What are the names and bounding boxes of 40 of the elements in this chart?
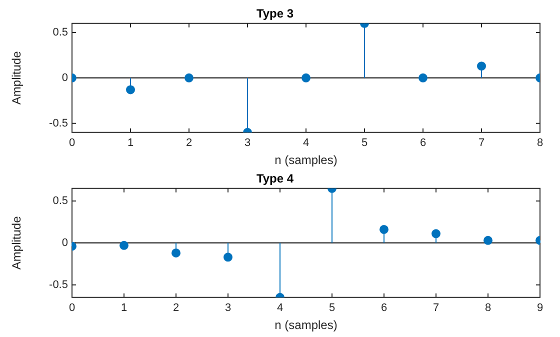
point xyxy=(120,240,128,250)
x-tick-label: 9 xyxy=(536,302,544,314)
point xyxy=(484,236,492,245)
point xyxy=(126,85,135,94)
x-tick-label: 5 xyxy=(361,137,368,150)
x-tick-label: 7 xyxy=(478,137,485,150)
x-tick-label: 3 xyxy=(224,302,232,314)
y-tick-label: -0.5 xyxy=(49,117,68,130)
x-tick-label: 8 xyxy=(484,302,492,314)
chart-title: Type 4 xyxy=(256,172,294,186)
x-axis-title: n (samples) xyxy=(274,318,338,332)
y-tick-label: -0.5 xyxy=(49,278,68,291)
point xyxy=(302,73,310,82)
x-tick-label: 4 xyxy=(302,137,310,150)
point xyxy=(172,248,180,258)
x-tick-label: 2 xyxy=(172,302,180,314)
point xyxy=(477,62,486,71)
point xyxy=(224,252,232,262)
y-axis-title: Amplitude xyxy=(10,50,24,105)
x-tick-label: 6 xyxy=(380,302,388,314)
y-axis-title: Amplitude xyxy=(10,216,24,270)
point xyxy=(380,224,388,234)
x-tick-label: 6 xyxy=(420,137,426,150)
x-tick-label: 1 xyxy=(120,302,128,314)
x-tick-label: 8 xyxy=(536,137,544,150)
y-tick-label: 0 xyxy=(62,72,68,84)
y-tick-label: 0 xyxy=(62,236,68,249)
x-axis-title: n (samples) xyxy=(274,153,338,168)
x-tick-label: 1 xyxy=(127,137,134,150)
y-tick-label: 0.5 xyxy=(52,195,68,208)
point xyxy=(184,73,194,82)
x-tick-label: 4 xyxy=(276,302,284,314)
y-tick-label: 0.5 xyxy=(52,26,68,39)
chart-title: Type 3 xyxy=(256,6,294,21)
point xyxy=(432,229,440,238)
x-tick-label: 7 xyxy=(432,302,440,314)
x-tick-label: 2 xyxy=(186,137,192,150)
point xyxy=(418,73,428,82)
x-tick-label: 5 xyxy=(328,302,336,314)
x-tick-label: 3 xyxy=(244,137,251,150)
